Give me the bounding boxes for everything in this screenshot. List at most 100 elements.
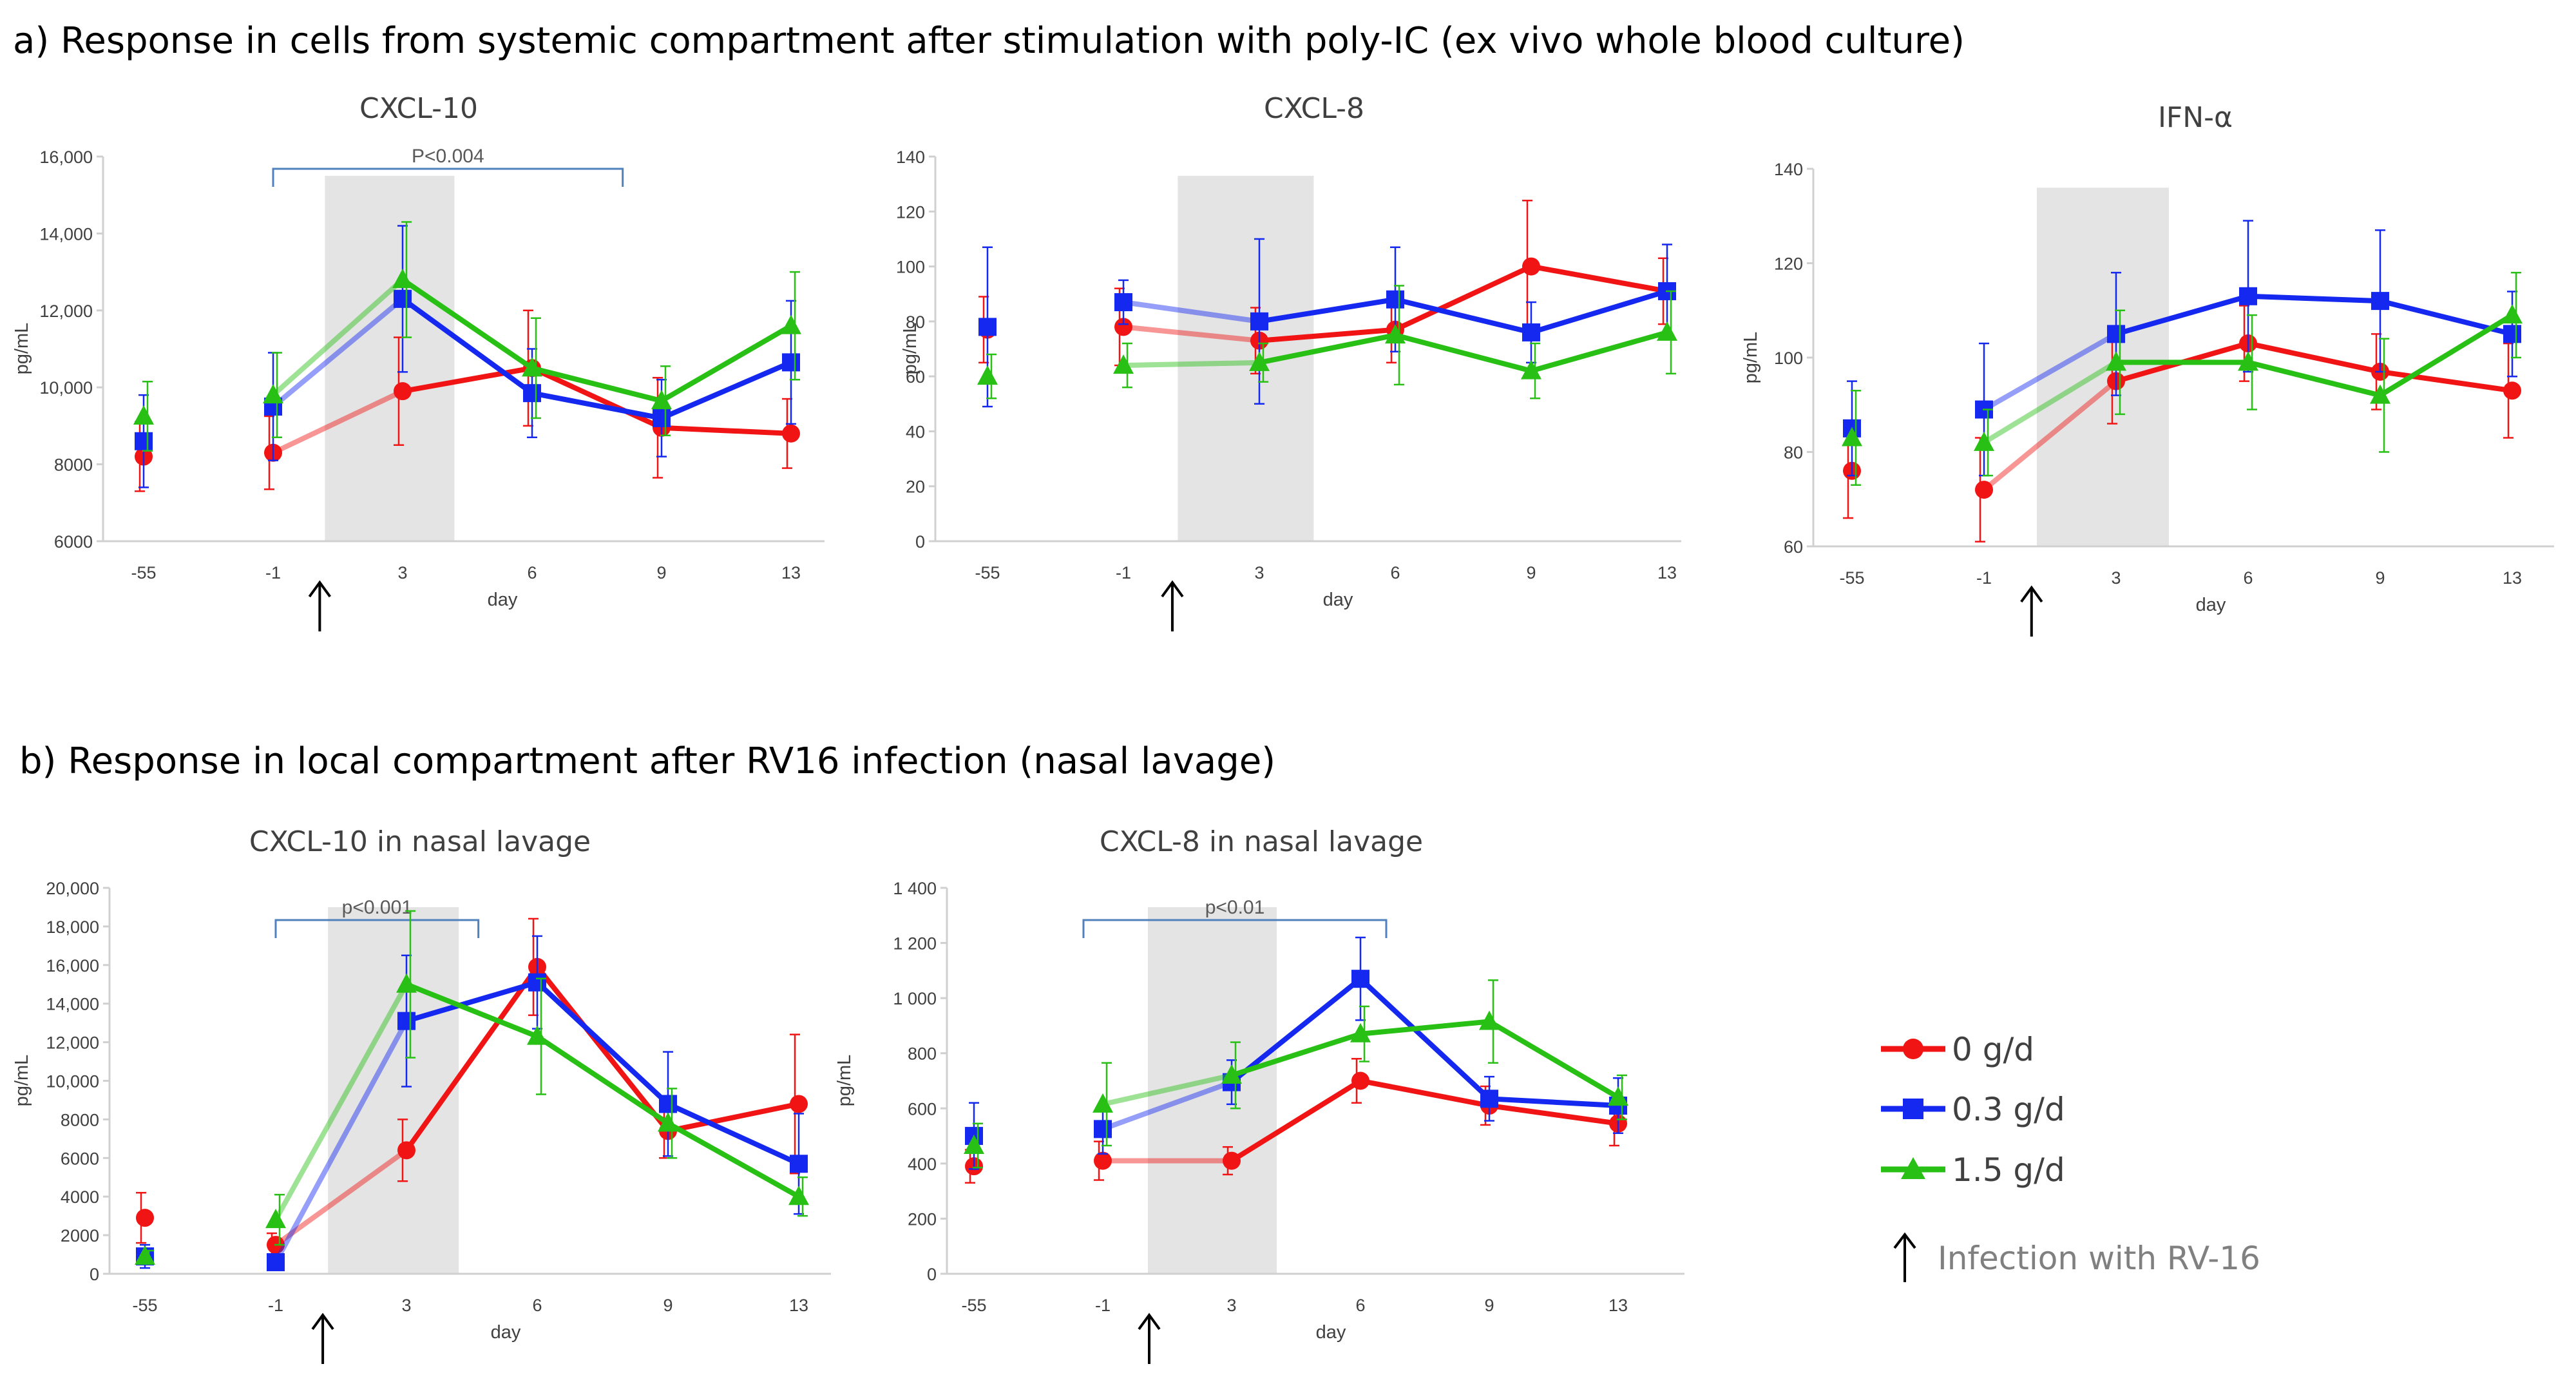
data-point bbox=[1842, 427, 1862, 446]
x-axis-label: day bbox=[1316, 1322, 1346, 1343]
x-tick-label: 3 bbox=[1226, 1296, 1236, 1315]
x-tick-label: 9 bbox=[1526, 563, 1536, 582]
data-point bbox=[397, 1141, 415, 1160]
x-tick-label: -55 bbox=[1839, 568, 1864, 588]
series-line bbox=[1230, 976, 1619, 1109]
series-line bbox=[2116, 312, 2514, 398]
data-point bbox=[1221, 1064, 1242, 1084]
data-point bbox=[782, 353, 800, 372]
data-point bbox=[394, 289, 412, 308]
y-tick-label: 120 bbox=[896, 202, 925, 222]
y-tick-label: 8000 bbox=[61, 1110, 99, 1129]
y-axis-label: pg/mL bbox=[12, 323, 32, 375]
significance-bracket bbox=[1082, 919, 1388, 938]
y-tick-label: 200 bbox=[908, 1209, 937, 1229]
p-value-label: p<0.001 bbox=[342, 897, 412, 918]
data-point bbox=[527, 1025, 548, 1045]
series-line-faded bbox=[1982, 360, 2118, 445]
series-2 bbox=[135, 910, 809, 1265]
series-line bbox=[2115, 293, 2513, 337]
data-point bbox=[1350, 1023, 1371, 1042]
data-point bbox=[2503, 325, 2521, 343]
series-line bbox=[405, 979, 800, 1166]
infection-arrow-icon bbox=[308, 580, 331, 631]
data-point bbox=[135, 1245, 155, 1265]
series-line bbox=[401, 296, 792, 421]
y-tick-label: 14,000 bbox=[39, 224, 93, 244]
data-point bbox=[1113, 354, 1134, 374]
data-point bbox=[1250, 312, 1268, 331]
y-axis-label: pg/mL bbox=[12, 1055, 32, 1107]
data-point bbox=[1094, 1151, 1112, 1170]
x-tick-label: -55 bbox=[131, 563, 156, 582]
data-point bbox=[1521, 360, 1541, 379]
series-line bbox=[1230, 1019, 1620, 1100]
y-tick-label: 0 bbox=[915, 532, 925, 552]
infection-window-shade bbox=[328, 907, 459, 1274]
y-tick-label: 60 bbox=[906, 367, 925, 387]
y-tick-label: 1 200 bbox=[893, 934, 937, 954]
x-tick-label: 6 bbox=[1390, 563, 1400, 582]
chart-2: CXCL-8 0 20 40 60 80 100 120 140 -55 -1 3 6 9 13 day pg/… bbox=[896, 92, 1681, 631]
data-point bbox=[523, 384, 541, 403]
y-tick-label: 16,000 bbox=[46, 956, 99, 975]
series-0 bbox=[965, 1058, 1627, 1184]
data-point bbox=[396, 973, 417, 993]
x-tick-label: 6 bbox=[527, 563, 537, 582]
data-point bbox=[658, 1112, 678, 1132]
x-tick-label: 6 bbox=[1355, 1296, 1365, 1315]
legend-item-1: 0.3 g/d bbox=[1881, 1091, 2065, 1128]
x-tick-label: 13 bbox=[781, 563, 801, 582]
x-tick-label: 13 bbox=[2503, 568, 2522, 588]
legend: 0 g/d 0.3 g/d 1.5 g/d Infection with RV-… bbox=[1881, 1031, 2260, 1282]
data-point bbox=[2238, 351, 2258, 371]
x-tick-label: 13 bbox=[1608, 1296, 1628, 1315]
series-line-faded bbox=[1102, 1073, 1232, 1107]
data-point bbox=[133, 405, 154, 425]
series-0 bbox=[136, 917, 808, 1258]
series-line bbox=[1230, 1078, 1619, 1163]
y-tick-label: 12,000 bbox=[46, 1033, 99, 1053]
x-axis-label: day bbox=[491, 1322, 521, 1343]
x-tick-label: 9 bbox=[1484, 1296, 1494, 1315]
series-1 bbox=[1843, 220, 2521, 477]
series-line-faded bbox=[1102, 1079, 1233, 1132]
y-axis-label: pg/mL bbox=[1741, 332, 1761, 384]
data-point bbox=[978, 318, 997, 336]
data-point bbox=[397, 1012, 415, 1030]
x-tick-label: -1 bbox=[1095, 1296, 1111, 1315]
data-point bbox=[394, 382, 412, 401]
data-point bbox=[1094, 1120, 1112, 1138]
x-tick-label: 13 bbox=[1657, 563, 1677, 582]
legend-item-0: 0 g/d bbox=[1881, 1031, 2034, 1068]
data-point bbox=[522, 357, 542, 377]
y-tick-label: 100 bbox=[1774, 349, 1803, 368]
chart-title: CXCL-10 bbox=[359, 92, 478, 125]
y-tick-label: 100 bbox=[896, 258, 925, 277]
data-point bbox=[265, 1209, 286, 1229]
series-2 bbox=[964, 979, 1628, 1169]
data-point bbox=[651, 390, 672, 410]
data-point bbox=[267, 1253, 285, 1272]
y-tick-label: 60 bbox=[1784, 537, 1803, 557]
legend-marker-1 bbox=[1903, 1099, 1923, 1119]
significance-bracket bbox=[272, 168, 624, 187]
legend-infection: Infection with RV-16 bbox=[1893, 1232, 2260, 1282]
x-axis-label: day bbox=[1323, 590, 1353, 610]
data-point bbox=[1974, 431, 1994, 451]
series-line-faded bbox=[271, 296, 405, 409]
data-point bbox=[659, 1095, 677, 1113]
data-point bbox=[1249, 351, 1270, 371]
x-tick-label: 9 bbox=[656, 563, 666, 582]
y-tick-label: 800 bbox=[908, 1044, 937, 1064]
series-line-faded bbox=[274, 1148, 408, 1247]
data-point bbox=[135, 432, 153, 450]
infection-window-shade bbox=[325, 175, 455, 542]
x-tick-label: 9 bbox=[663, 1296, 673, 1315]
series-line bbox=[405, 982, 800, 1199]
y-tick-label: 600 bbox=[908, 1099, 937, 1119]
infection-window-shade bbox=[1178, 175, 1314, 542]
y-tick-label: 4000 bbox=[61, 1187, 99, 1207]
data-point bbox=[1114, 293, 1132, 312]
